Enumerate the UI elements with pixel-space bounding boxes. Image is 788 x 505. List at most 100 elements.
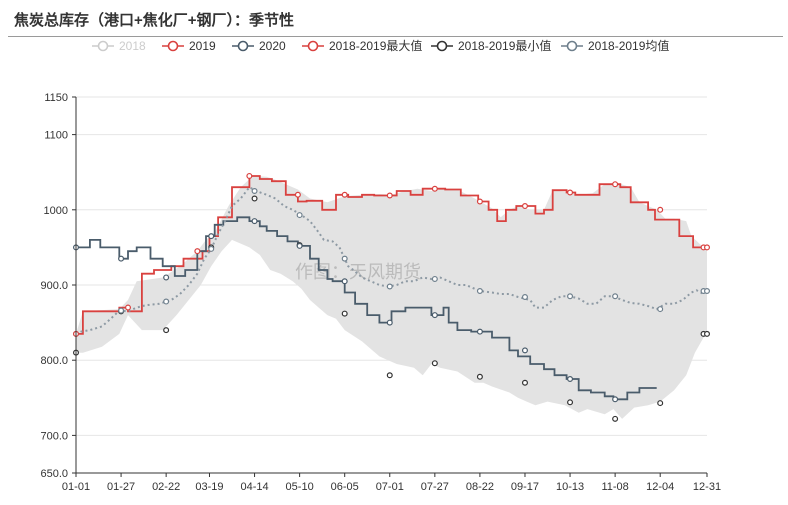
- marker-min: [567, 399, 574, 406]
- x-tick-label: 08-22: [466, 481, 494, 493]
- legend-label: 2018-2019均值: [588, 38, 669, 53]
- x-tick-label: 06-05: [331, 481, 359, 493]
- x-tick-label: 09-17: [511, 481, 539, 493]
- marker-2019: [657, 206, 664, 213]
- line-2019: [76, 175, 707, 335]
- marker-mean: [431, 275, 438, 282]
- legend-label: 2018-2019最小值: [458, 38, 551, 53]
- marker-2020: [386, 319, 393, 326]
- marker-min: [386, 372, 393, 379]
- marker-mean: [476, 288, 483, 295]
- marker-min: [703, 330, 710, 337]
- marker-2019: [341, 191, 348, 198]
- x-tick-label: 11-08: [601, 481, 628, 493]
- y-tick-label: 700.0: [40, 430, 68, 442]
- marker-2020: [296, 242, 303, 249]
- legend-label: 2020: [259, 39, 286, 53]
- marker-2019: [612, 181, 619, 188]
- marker-2020: [567, 376, 574, 383]
- marker-2019: [294, 191, 301, 198]
- x-tick-label: 07-01: [376, 481, 404, 493]
- marker-2019: [703, 244, 710, 251]
- marker-min: [251, 195, 258, 202]
- marker-mean: [296, 212, 303, 219]
- marker-min: [476, 373, 483, 380]
- marker-2019: [476, 198, 483, 205]
- marker-2019: [246, 172, 253, 179]
- x-tick-label: 12-31: [693, 481, 721, 493]
- marker-2020: [476, 328, 483, 335]
- marker-2020: [612, 396, 619, 403]
- y-tick-label: 1150: [44, 92, 68, 104]
- marker-min: [431, 360, 438, 367]
- y-tick-label: 800.0: [40, 355, 68, 367]
- marker-2019: [386, 192, 393, 199]
- y-tick-label: 1100: [44, 130, 68, 142]
- marker-2019: [521, 203, 528, 210]
- chart-title: 焦炭总库存（港口+焦化厂+钢厂）：季节性: [14, 12, 295, 29]
- legend: 2018 2019 2020 2018-2019最大值 2018-2019最小值 2018…: [92, 38, 669, 53]
- marker-min: [657, 400, 664, 407]
- legend-marker: [237, 40, 249, 52]
- marker-mean: [208, 245, 215, 252]
- marker-min: [163, 327, 170, 334]
- legend-marker: [436, 40, 448, 52]
- legend-item[interactable]: 2018-2019均值: [561, 38, 669, 53]
- marker-mean: [703, 288, 710, 295]
- legend-marker: [97, 40, 109, 52]
- legend-item[interactable]: 2018-2019最大值: [302, 38, 422, 53]
- legend-marker: [307, 40, 319, 52]
- marker-2019: [194, 248, 201, 255]
- x-tick-label: 10-13: [556, 481, 584, 493]
- marker-mean: [118, 307, 125, 314]
- marker-mean: [657, 306, 664, 313]
- y-tick-label: 900.0: [40, 280, 68, 292]
- x-tick-label: 01-01: [62, 481, 90, 493]
- series-markers: [72, 172, 710, 422]
- legend-item[interactable]: 2019: [162, 39, 216, 53]
- marker-min: [521, 379, 528, 386]
- title-divider: [8, 36, 783, 37]
- x-tick-label: 02-22: [152, 481, 180, 493]
- marker-2020: [118, 255, 125, 262]
- legend-marker: [566, 40, 578, 52]
- marker-mean: [386, 283, 393, 290]
- legend-marker: [167, 40, 179, 52]
- marker-2020: [431, 312, 438, 319]
- marker-min: [612, 415, 619, 422]
- marker-mean: [612, 293, 619, 300]
- x-tick-label: 01-27: [107, 481, 135, 493]
- legend-item[interactable]: 2020: [232, 39, 286, 53]
- marker-mean: [251, 188, 258, 195]
- legend-label: 2019: [189, 39, 216, 53]
- min-max-band: [76, 176, 707, 419]
- marker-2019: [125, 304, 132, 311]
- y-tick-label: 1000: [44, 205, 68, 217]
- axes: 650.0 700.0 800.0 900.0 1000 1100 1150 01-01 01-…: [40, 92, 721, 493]
- marker-2020: [208, 233, 215, 240]
- marker-mean: [341, 255, 348, 262]
- legend-label: 2018-2019最大值: [329, 38, 422, 53]
- marker-2019: [567, 189, 574, 196]
- marker-2020: [251, 218, 258, 225]
- x-tick-label: 05-10: [286, 481, 314, 493]
- watermark: 作图：天风期货: [295, 262, 421, 282]
- marker-mean: [163, 298, 170, 305]
- legend-item[interactable]: 2018-2019最小值: [431, 38, 551, 53]
- legend-item[interactable]: 2018: [92, 39, 146, 53]
- x-tick-label: 03-19: [195, 481, 223, 493]
- line-2020: [76, 216, 657, 401]
- marker-2020: [163, 274, 170, 281]
- x-tick-label: 12-04: [646, 481, 674, 493]
- marker-mean: [567, 293, 574, 300]
- marker-2020: [521, 347, 528, 354]
- marker-mean: [521, 294, 528, 301]
- marker-2020: [341, 278, 348, 285]
- y-tick-label: 650.0: [40, 468, 68, 480]
- marker-min: [341, 310, 348, 317]
- marker-2019: [431, 185, 438, 192]
- band-area: [76, 176, 707, 419]
- x-tick-label: 04-14: [240, 481, 268, 493]
- legend-label: 2018: [119, 39, 146, 53]
